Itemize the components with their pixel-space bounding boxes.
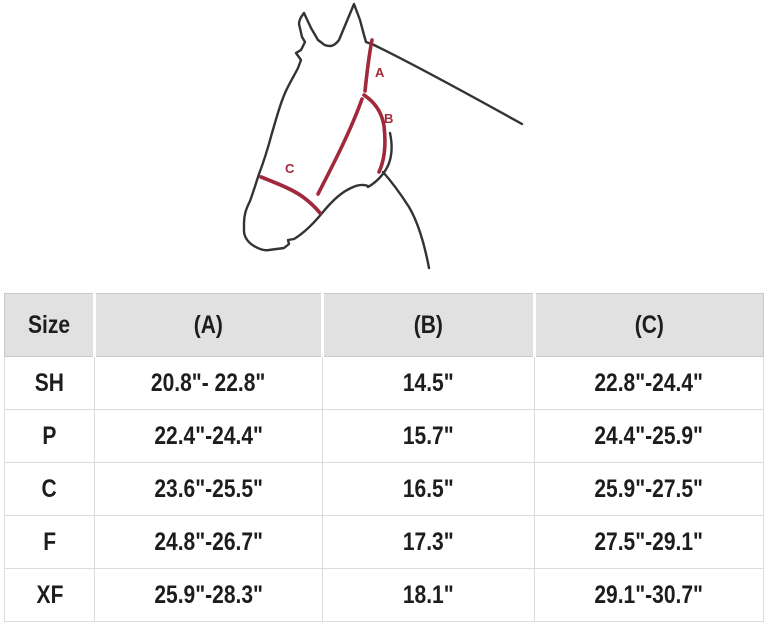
label-a: A <box>375 65 385 80</box>
header-c: (C) <box>534 293 764 357</box>
label-b: B <box>384 111 393 126</box>
size-cell: P <box>4 409 95 463</box>
horse-halter-diagram: A B C <box>228 0 535 286</box>
measure-c-cell: 24.4"-25.9" <box>534 409 764 463</box>
horse-outline-head <box>242 2 376 252</box>
table-row-xf: XF 25.9"-28.3" 18.1" 29.1"-30.7" <box>4 568 764 622</box>
measure-a-cell: 23.6"-25.5" <box>94 462 323 516</box>
halter-nose-band-c <box>259 175 322 215</box>
table-row-c: C 23.6"-25.5" 16.5" 25.9"-27.5" <box>4 462 764 516</box>
halter-throat-strap-b <box>362 93 387 174</box>
horse-outline-jowl <box>366 131 393 189</box>
measure-a-cell: 22.4"-24.4" <box>94 409 323 463</box>
horse-outline-neck-top <box>372 43 524 126</box>
measure-a-cell: 25.9"-28.3" <box>94 568 323 622</box>
header-size: Size <box>4 293 96 357</box>
size-measurement-table: Size (A) (B) (C) SH 20.8"- 22.8" 14.5" 2… <box>4 293 764 622</box>
size-cell: C <box>4 462 95 516</box>
measure-c-cell: 25.9"-27.5" <box>534 462 764 516</box>
measure-c-cell: 27.5"-29.1" <box>534 515 764 569</box>
header-b: (B) <box>322 293 536 357</box>
label-c: C <box>285 161 295 176</box>
table-row-p: P 22.4"-24.4" 15.7" 24.4"-25.9" <box>4 409 764 463</box>
measure-b-cell: 16.5" <box>322 462 535 516</box>
size-cell: F <box>4 515 95 569</box>
halter-crown-strap-a <box>363 38 374 93</box>
horse-head-svg: A B C <box>242 2 524 270</box>
measure-c-cell: 22.8"-24.4" <box>534 356 764 410</box>
measure-b-cell: 15.7" <box>322 409 535 463</box>
measure-c-cell: 29.1"-30.7" <box>534 568 764 622</box>
measure-b-cell: 18.1" <box>322 568 535 622</box>
horse-outline-neck-front <box>381 170 431 270</box>
table-row-sh: SH 20.8"- 22.8" 14.5" 22.8"-24.4" <box>4 356 764 410</box>
measure-b-cell: 17.3" <box>322 515 535 569</box>
measure-a-cell: 24.8"-26.7" <box>94 515 323 569</box>
size-cell: XF <box>4 568 95 622</box>
size-cell: SH <box>4 356 95 410</box>
measure-b-cell: 14.5" <box>322 356 535 410</box>
table-row-f: F 24.8"-26.7" 17.3" 27.5"-29.1" <box>4 515 764 569</box>
halter-cheek-strap <box>316 97 364 196</box>
header-a: (A) <box>94 293 324 357</box>
measure-a-cell: 20.8"- 22.8" <box>94 356 323 410</box>
table-header-row: Size (A) (B) (C) <box>4 293 764 357</box>
